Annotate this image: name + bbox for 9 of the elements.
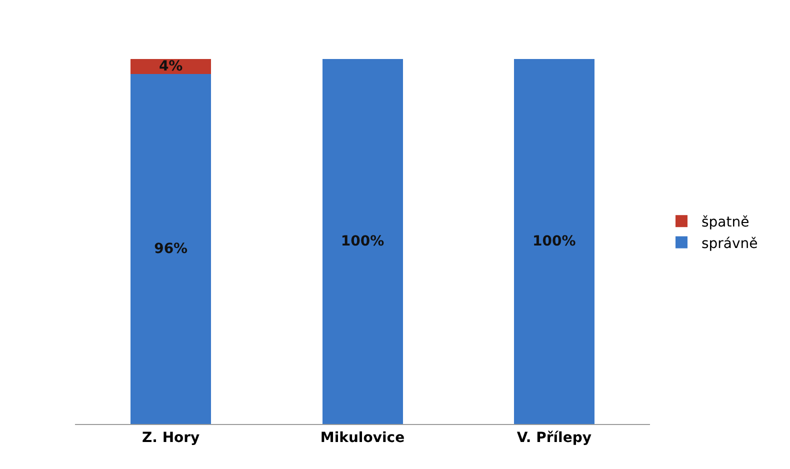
data-label: 4% bbox=[158, 58, 183, 74]
legend-label: špatně bbox=[702, 214, 750, 231]
data-label: 100% bbox=[532, 234, 576, 250]
x-tick-label: Mikulovice bbox=[320, 430, 405, 446]
legend-label: správně bbox=[702, 236, 758, 252]
data-label: 100% bbox=[340, 234, 384, 250]
x-tick-label: V. Přílepy bbox=[516, 430, 592, 446]
x-tick-label: Z. Hory bbox=[142, 430, 200, 446]
data-label: 96% bbox=[154, 240, 188, 257]
